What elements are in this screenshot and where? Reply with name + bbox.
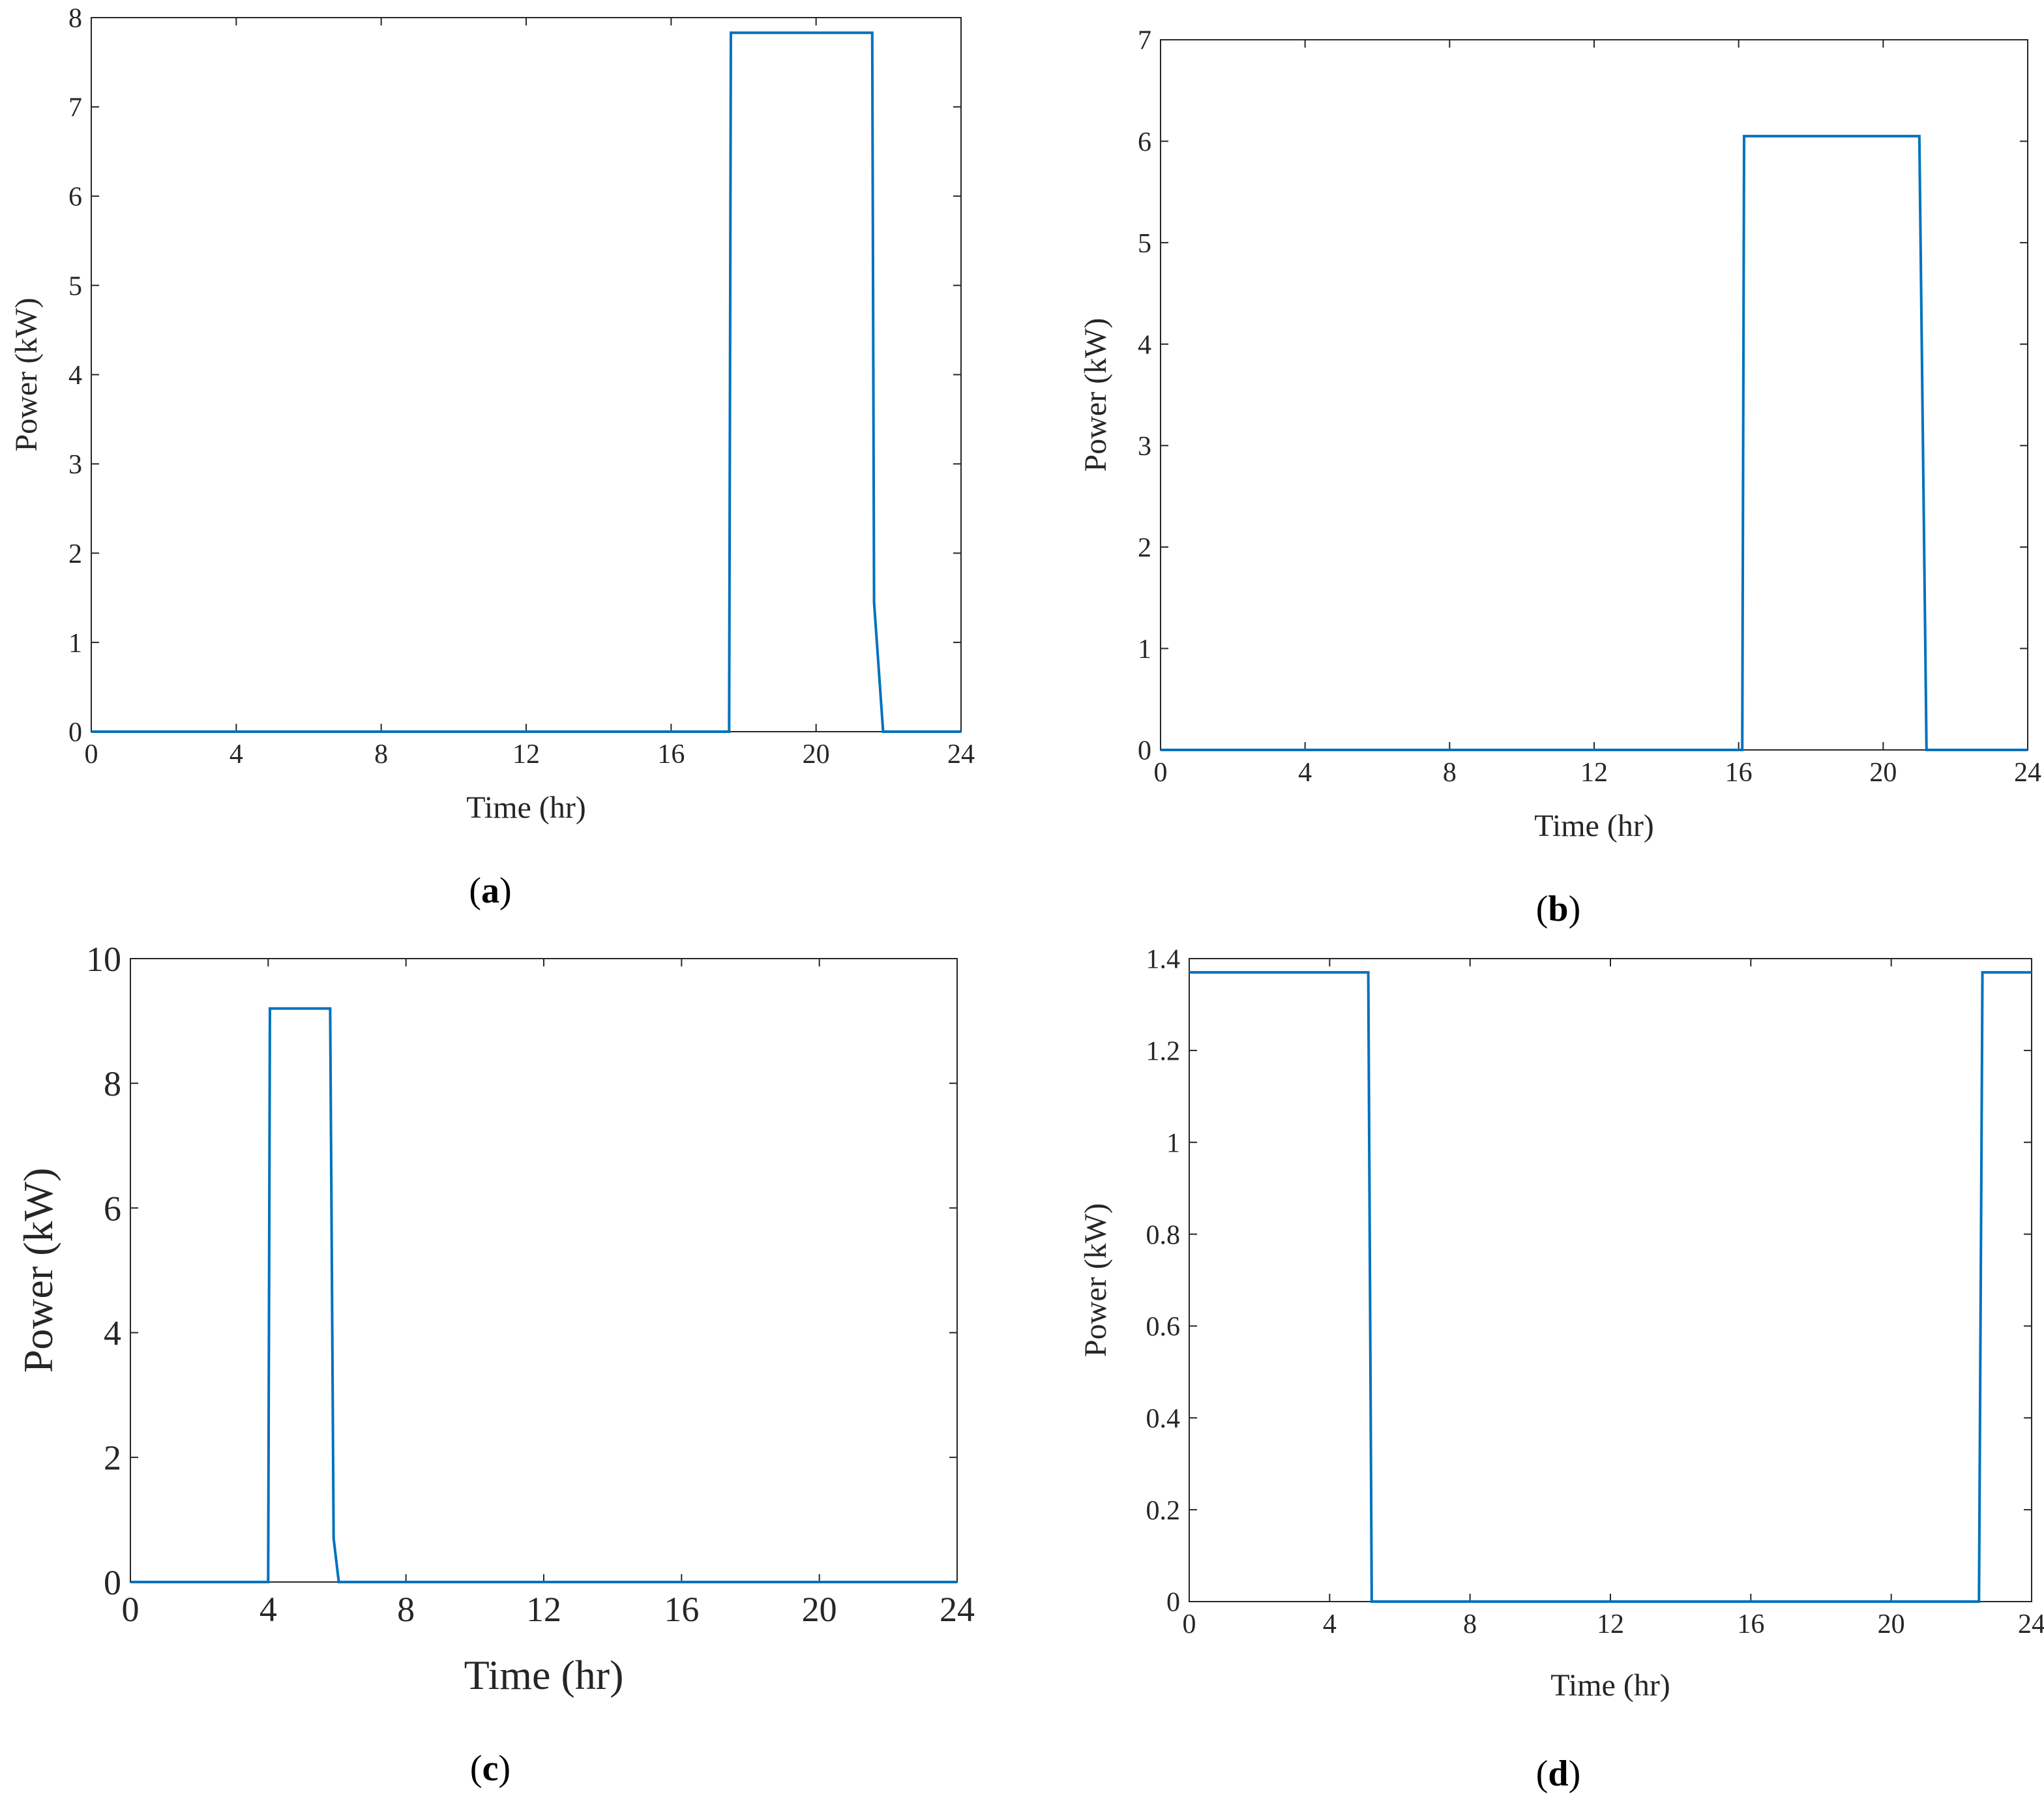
- y-tick-label: 10: [86, 940, 121, 979]
- y-tick-label: 0: [1166, 1588, 1180, 1618]
- y-tick-label: 4: [68, 361, 82, 391]
- x-tick-label: 12: [1597, 1609, 1624, 1639]
- y-tick-label: 2: [68, 539, 82, 569]
- x-tick-label: 8: [397, 1590, 415, 1629]
- y-tick-label: 0.2: [1146, 1496, 1181, 1526]
- x-tick-label: 16: [1737, 1609, 1764, 1639]
- x-tick-label: 4: [1298, 758, 1312, 788]
- x-tick-label: 12: [512, 739, 540, 769]
- panel-d-plot: 0 4 8 12 16 20 24 0 0.2 0.4 0.6 0.8 1 1.2 1.4 Time (hr)…: [1078, 945, 2044, 1703]
- panel-a-caption: (a): [469, 871, 511, 911]
- series-line: [1161, 134, 2028, 751]
- x-tick-label: 0: [1154, 758, 1168, 788]
- y-tick-label: 4: [104, 1314, 121, 1353]
- x-tick-label: 12: [526, 1590, 561, 1629]
- panel-c-caption: (c): [470, 1748, 511, 1789]
- y-tick-label: 1.4: [1146, 945, 1181, 975]
- y-tick-label: 3: [68, 450, 82, 480]
- y-tick-label: 0.8: [1146, 1220, 1181, 1250]
- x-tick-label: 8: [1443, 758, 1457, 788]
- x-tick-label: 24: [947, 739, 975, 769]
- y-tick-label: 5: [68, 271, 82, 301]
- y-tick-label: 2: [1138, 533, 1151, 563]
- series-line: [130, 1007, 957, 1583]
- axes-box: [1189, 958, 2032, 1602]
- x-axis-label: Time (hr): [466, 790, 586, 825]
- y-tick-label: 1: [1166, 1128, 1180, 1158]
- y-tick-label: 0: [104, 1563, 121, 1602]
- axes-box: [130, 958, 958, 1583]
- y-tick-label: 8: [68, 4, 82, 34]
- y-tick-label: 1: [68, 629, 82, 659]
- x-tick-label: 16: [1725, 758, 1753, 788]
- x-tick-label: 0: [122, 1590, 140, 1629]
- x-tick-label: 20: [803, 739, 830, 769]
- series-line: [1189, 971, 2032, 1603]
- y-tick-label: 6: [1138, 127, 1151, 157]
- y-tick-label: 4: [1138, 330, 1151, 360]
- y-tick-label: 0: [68, 718, 82, 748]
- y-tick-label: 8: [104, 1064, 121, 1103]
- x-tick-label: 8: [374, 739, 388, 769]
- y-tick-label: 6: [68, 182, 82, 212]
- series-line: [91, 31, 961, 733]
- x-tick-label: 20: [1878, 1609, 1905, 1639]
- x-tick-label: 8: [1463, 1609, 1477, 1639]
- axes-box: [1160, 39, 2028, 751]
- x-tick-label: 12: [1580, 758, 1608, 788]
- y-axis-label: Power (kW): [1078, 1203, 1113, 1357]
- x-tick-label: 4: [1323, 1609, 1337, 1639]
- x-tick-label: 24: [940, 1590, 975, 1629]
- x-tick-label: 24: [2018, 1609, 2044, 1639]
- x-tick-label: 4: [230, 739, 243, 769]
- panel-d: 0 4 8 12 16 20 24 0 0.2 0.4 0.6 0.8 1 1.2 1.4 Time (hr)…: [1078, 945, 2044, 1794]
- x-tick-label: 16: [664, 1590, 699, 1629]
- y-tick-label: 0: [1138, 736, 1151, 766]
- y-tick-label: 6: [104, 1189, 121, 1228]
- y-tick-label: 1: [1138, 635, 1151, 665]
- x-axis-label: Time (hr): [1534, 809, 1654, 843]
- x-tick-label: 20: [802, 1590, 837, 1629]
- y-axis-label: Power (kW): [15, 1168, 61, 1373]
- x-tick-label: 24: [2014, 758, 2041, 788]
- y-tick-label: 1.2: [1146, 1037, 1181, 1067]
- panel-d-caption: (d): [1536, 1754, 1580, 1794]
- panel-b-caption: (b): [1536, 889, 1580, 929]
- y-tick-label: 3: [1138, 432, 1151, 462]
- axes-box: [91, 17, 962, 732]
- x-tick-label: 0: [1183, 1609, 1196, 1639]
- y-tick-label: 5: [1138, 229, 1151, 259]
- y-tick-label: 0.6: [1146, 1312, 1181, 1342]
- y-tick-label: 0.4: [1146, 1404, 1181, 1434]
- x-tick-label: 0: [85, 739, 98, 769]
- y-tick-label: 7: [68, 93, 82, 123]
- x-axis-label: Time (hr): [1550, 1668, 1670, 1703]
- y-tick-label: 2: [104, 1439, 121, 1478]
- y-axis-label: Power (kW): [1078, 318, 1113, 472]
- x-tick-label: 16: [657, 739, 685, 769]
- x-axis-label: Time (hr): [464, 1652, 624, 1698]
- x-tick-label: 20: [1869, 758, 1897, 788]
- y-axis-label: Power (kW): [9, 298, 44, 452]
- x-tick-label: 4: [259, 1590, 277, 1629]
- y-tick-label: 7: [1138, 26, 1151, 56]
